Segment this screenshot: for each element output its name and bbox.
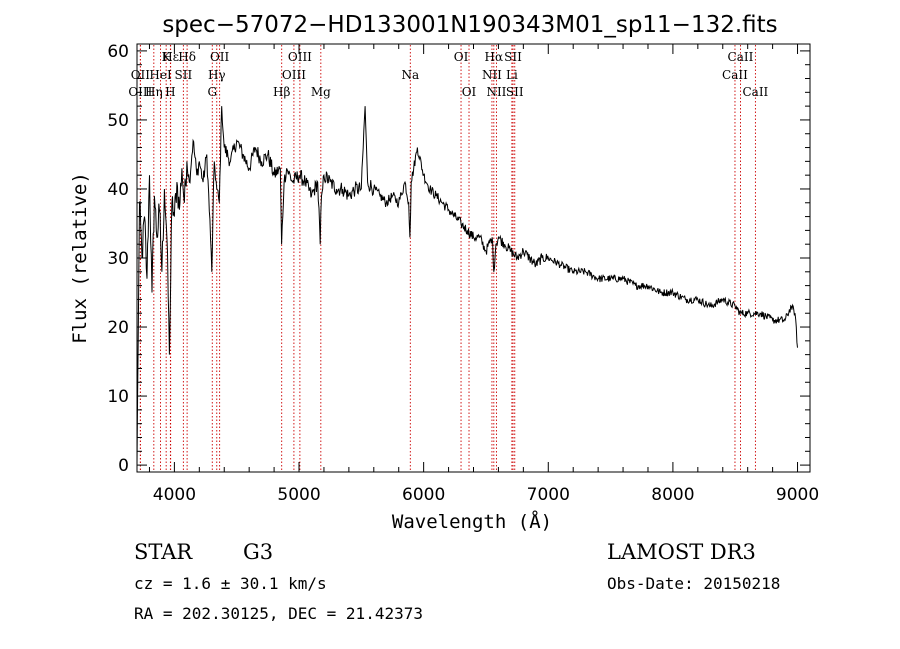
x-tick-label: 7000 bbox=[527, 485, 570, 505]
emission-line-label: HeI bbox=[149, 68, 172, 82]
y-axis-label: Flux (relative) bbox=[69, 172, 91, 344]
emission-line-label: CaII bbox=[728, 50, 754, 64]
emission-line-label: Mg bbox=[311, 85, 331, 99]
spectrum-series bbox=[136, 106, 798, 466]
emission-line-label: G bbox=[207, 85, 217, 99]
y-tick-label: 60 bbox=[107, 42, 129, 62]
emission-line-label: K bbox=[162, 50, 172, 64]
spectrum-line bbox=[136, 106, 798, 466]
redshift-value: cz = 1.6 ± 30.1 km/s bbox=[134, 574, 327, 593]
emission-line-label: OII bbox=[131, 68, 151, 82]
emission-line-label: SII bbox=[175, 68, 193, 82]
emission-line-label: H bbox=[165, 85, 175, 99]
y-tick-label: 50 bbox=[107, 111, 129, 131]
emission-line-label: Hγ bbox=[208, 68, 226, 82]
emission-line-label: SII bbox=[506, 85, 524, 99]
emission-line-label: NII bbox=[482, 68, 502, 82]
emission-line-label: NII bbox=[486, 85, 506, 99]
x-tick-label: 6000 bbox=[402, 485, 445, 505]
emission-line-markers bbox=[139, 45, 756, 472]
y-tick-label: 0 bbox=[118, 456, 129, 476]
emission-line-label: SII bbox=[504, 50, 522, 64]
object-subclass: G3 bbox=[243, 540, 273, 564]
x-axis-label: Wavelength (Å) bbox=[392, 510, 552, 533]
emission-line-label: OIII bbox=[288, 50, 312, 64]
emission-line-label: OI bbox=[454, 50, 469, 64]
x-tick-label: 9000 bbox=[776, 485, 819, 505]
emission-line-label: Li bbox=[506, 68, 518, 82]
y-tick-label: 10 bbox=[107, 387, 129, 407]
emission-line-label: Hα bbox=[485, 50, 504, 64]
plot-frame bbox=[136, 43, 811, 473]
survey-name: LAMOST DR3 bbox=[607, 540, 756, 564]
emission-line-label: CaII bbox=[742, 85, 768, 99]
object-class: STAR bbox=[134, 540, 193, 564]
y-tick-label: 30 bbox=[107, 249, 129, 269]
y-tick-label: 40 bbox=[107, 180, 129, 200]
emission-line-label: OII bbox=[210, 50, 230, 64]
x-tick-label: 4000 bbox=[153, 485, 196, 505]
emission-line-label: Hη bbox=[145, 85, 163, 99]
y-axis-ticks: 0 10 20 30 40 50 60 bbox=[107, 42, 810, 476]
y-tick-label: 20 bbox=[107, 318, 129, 338]
coordinates: RA = 202.30125, DEC = 21.42373 bbox=[134, 604, 423, 623]
emission-line-label: OI bbox=[462, 85, 477, 99]
x-tick-label: 5000 bbox=[277, 485, 320, 505]
emission-line-label: Hβ bbox=[273, 85, 290, 99]
x-tick-label: 8000 bbox=[651, 485, 694, 505]
x-axis-ticks: 4000 5000 6000 7000 8000 9000 bbox=[148, 44, 819, 505]
observation-date: Obs-Date: 20150218 bbox=[607, 574, 780, 593]
emission-line-label: Hδ bbox=[178, 50, 196, 64]
emission-line-label: OIII bbox=[282, 68, 306, 82]
emission-line-label: Na bbox=[401, 68, 419, 82]
emission-line-label: CaII bbox=[722, 68, 748, 82]
chart-title: spec−57072−HD133001N190343M01_sp11−132.f… bbox=[162, 12, 777, 38]
